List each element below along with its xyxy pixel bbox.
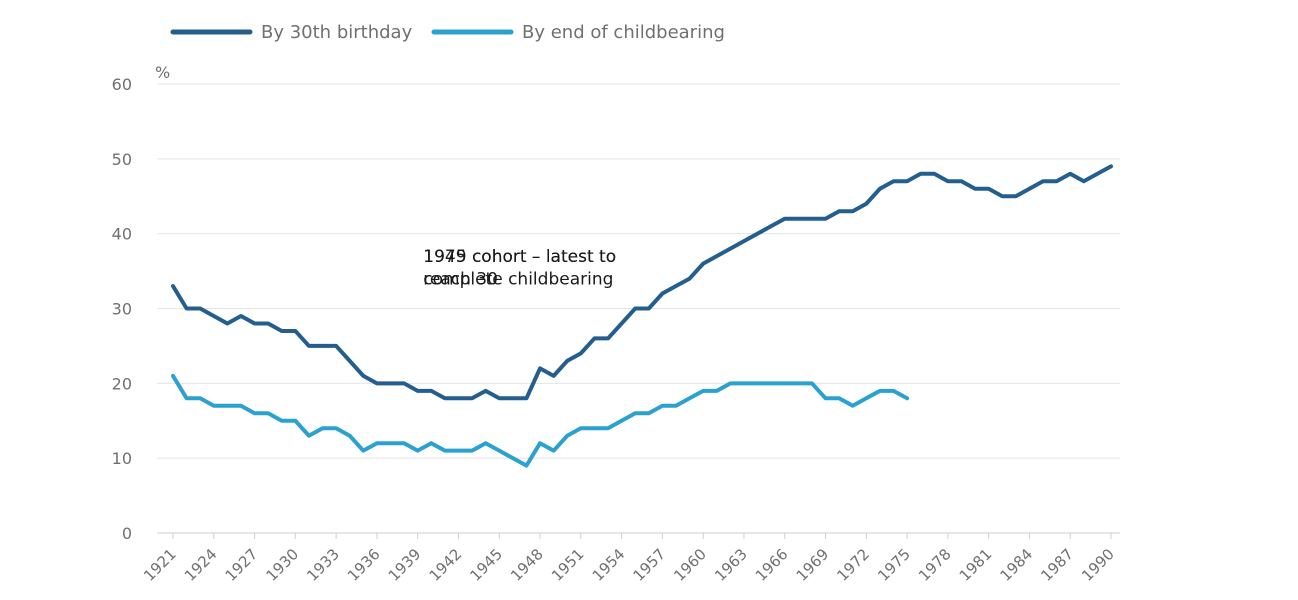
x-tick-label: 1948 [507, 545, 547, 585]
x-tick-label: 1969 [793, 545, 833, 585]
annotation-text: 1949 cohort – latest to [423, 247, 616, 267]
x-tick-label: 1933 [303, 545, 343, 585]
x-tick-label: 1957 [629, 545, 669, 585]
y-axis-unit: % [155, 63, 170, 82]
x-tick-label: 1987 [1037, 545, 1077, 585]
legend: By 30th birthday By end of childbearing [170, 22, 725, 43]
annotation-text: 1975 cohort – latest to [423, 247, 616, 267]
x-tick-label: 1945 [466, 545, 506, 585]
y-tick-label: 50 [112, 150, 132, 169]
x-tick-label: 1978 [915, 545, 955, 585]
series-line-0 [171, 164, 1113, 401]
y-tick-label: 40 [112, 225, 132, 244]
x-tick-label: 1942 [426, 545, 466, 585]
annotation-text: complete childbearing [423, 270, 613, 290]
x-tick-label: 1981 [956, 545, 996, 585]
y-axis: 0 10 20 30 40 50 60% [112, 63, 171, 543]
series-lines [171, 164, 1113, 468]
annotations: 1949 cohort – latest to complete childbea… [423, 247, 616, 289]
series-line-1 [171, 373, 910, 468]
annotation-text: reach 30 [423, 270, 498, 290]
x-tick-label: 1984 [997, 545, 1037, 585]
y-tick-label: 60 [112, 75, 132, 94]
y-tick-label: 30 [112, 300, 132, 319]
x-tick-label: 1927 [222, 545, 262, 585]
x-tick-label: 1966 [752, 545, 792, 585]
x-tick-label: 1924 [181, 545, 221, 585]
x-tick-label: 1975 [874, 545, 914, 585]
legend-label: By end of childbearing [522, 22, 725, 43]
y-tick-label: 20 [112, 374, 132, 393]
legend-label: By 30th birthday [261, 22, 413, 43]
x-tick-label: 1936 [344, 545, 384, 585]
x-tick-label: 1972 [833, 545, 873, 585]
x-tick-label: 1939 [385, 545, 425, 585]
x-tick-label: 1990 [1078, 545, 1118, 585]
y-tick-label: 10 [112, 449, 132, 468]
x-tick-label: 1930 [262, 545, 302, 585]
y-tick-label: 0 [122, 524, 132, 543]
x-tick-label: 1954 [589, 545, 629, 585]
x-tick-label: 1960 [670, 545, 710, 585]
x-tick-label: 1921 [140, 545, 180, 585]
x-tick-label: 1951 [548, 545, 588, 585]
x-tick-label: 1963 [711, 545, 751, 585]
x-axis: 1921 1924 1927 1930 1933 1936 1939 1942 1945 1948… [140, 533, 1118, 585]
